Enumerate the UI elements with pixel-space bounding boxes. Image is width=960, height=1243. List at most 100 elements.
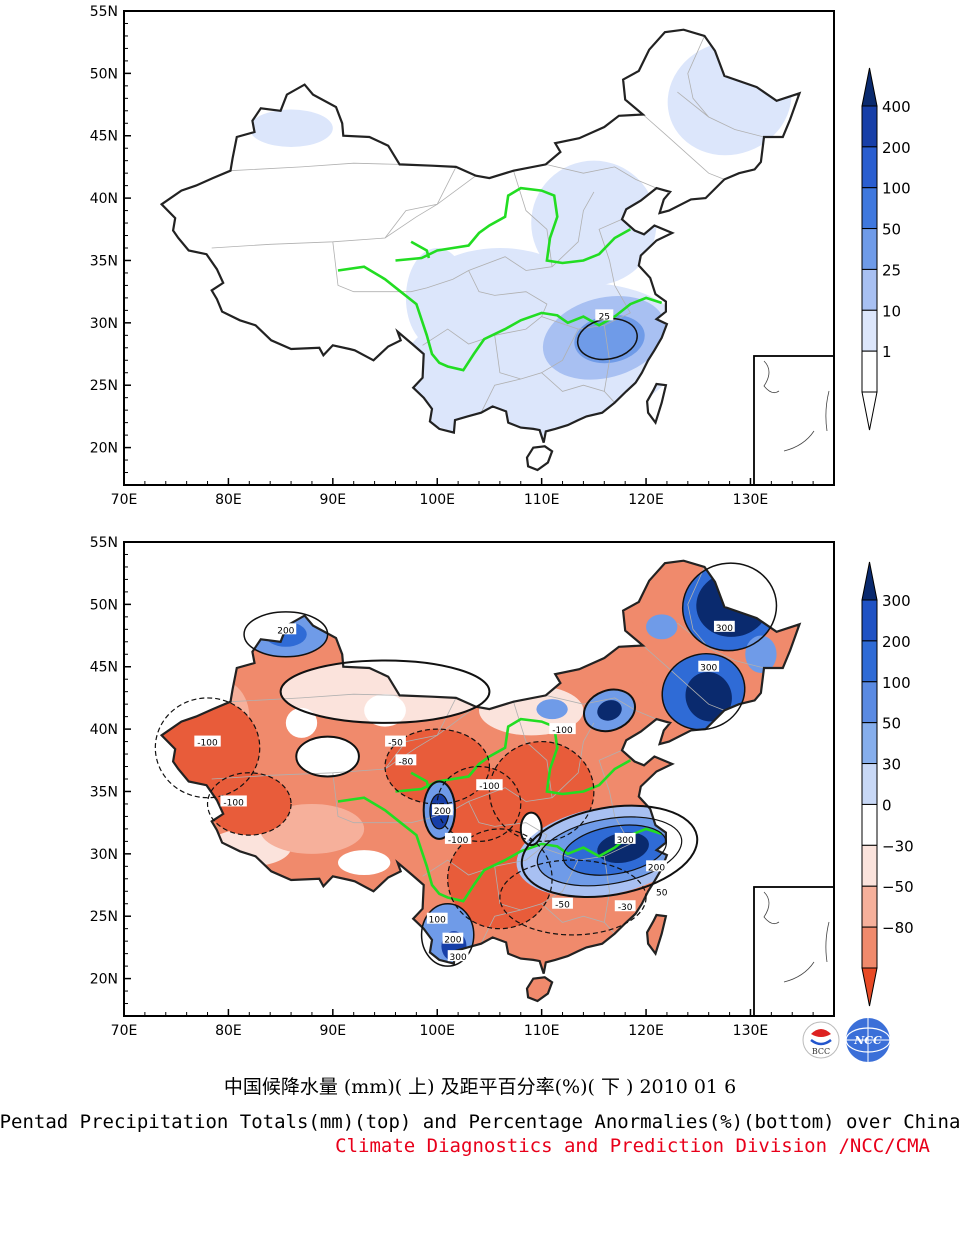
x-tick-label: 100E: [419, 492, 455, 508]
contour-line: [422, 780, 456, 840]
x-tick-label: 110E: [524, 1023, 560, 1039]
x-tick-label: 90E: [319, 1023, 346, 1039]
colorbar-label: 100: [882, 180, 911, 198]
colorbar-label: 1: [882, 343, 892, 361]
caption-organization: Climate Diagnostics and Prediction Divis…: [335, 1135, 930, 1157]
y-tick-label: 55N: [90, 535, 118, 551]
contour-label-bg: [595, 309, 614, 321]
contour-label: -50: [555, 901, 570, 911]
top-precipitation-map: 25 70E 80E 90E 100E 110E 120E 130E 55N 50N 45N 40N…: [90, 4, 911, 508]
colorbar-segment: [861, 722, 878, 765]
contour-label: 50: [656, 888, 668, 898]
contour-line: [384, 728, 491, 805]
y-tick-label: 35N: [90, 253, 118, 269]
contour-label-bg: [444, 832, 472, 844]
x-tick-label: 70E: [111, 492, 138, 508]
contour-label: -100: [223, 798, 244, 808]
province-line: [603, 325, 610, 392]
precip-area: [405, 248, 469, 348]
top-colorbar: 400 200 100 50 25 10 1: [861, 67, 911, 431]
bcc-logo: BCC: [802, 1021, 840, 1059]
logos: BCC NCC: [802, 1018, 891, 1062]
river-line: [410, 771, 431, 790]
colorbar-label: −30: [882, 837, 914, 855]
inset-coastline: [763, 360, 830, 452]
contour-line: [681, 562, 778, 652]
province-line: [230, 693, 400, 703]
contour-label-bg: [654, 885, 670, 897]
y-tick-label: 45N: [90, 660, 118, 676]
contour-label: -100: [448, 836, 469, 846]
contour-label-bg: [194, 735, 221, 747]
province-line: [687, 566, 765, 669]
colorbar-label: 50: [882, 221, 901, 239]
contour-label: 200: [434, 807, 451, 817]
colorbar-segment: [861, 885, 878, 928]
x-tick-label: 80E: [215, 492, 242, 508]
colorbar-label: 300: [882, 592, 911, 610]
caption-english: Pentad Precipitation Totals(mm)(top) and…: [0, 1111, 960, 1133]
contour-line: [520, 804, 699, 899]
x-tick-label: 80E: [215, 1023, 242, 1039]
contour-label: 200: [444, 936, 461, 946]
contour-label-bg: [385, 735, 406, 747]
contour-label: -100: [197, 739, 218, 749]
y-tick-label: 40N: [90, 722, 118, 738]
colorbar-segment: [861, 350, 878, 393]
province-line: [642, 645, 725, 711]
colorbar-segment: [861, 640, 878, 683]
province-line: [384, 166, 457, 239]
province-line: [422, 843, 631, 877]
contour-line: [279, 659, 491, 724]
precip-area: [207, 772, 292, 836]
colorbar-label: 400: [882, 98, 911, 116]
river-line: [395, 717, 632, 796]
contour-label-bg: [432, 804, 453, 816]
contour-label: 200: [648, 863, 665, 873]
contour-label: 100: [429, 916, 446, 926]
ncc-logo: NCC: [845, 1018, 891, 1062]
china-boundary: [159, 559, 802, 1003]
province-line: [642, 114, 725, 180]
colorbar-segment: [861, 268, 878, 311]
colorbar-label: 200: [882, 139, 911, 157]
precip-area: [296, 736, 359, 777]
x-tick-label: 100E: [419, 1023, 455, 1039]
precip-area: [536, 699, 568, 720]
province-line: [230, 162, 400, 172]
province-line: [603, 856, 610, 923]
colorbar-segment: [861, 844, 878, 887]
contour-label-bg: [614, 832, 636, 844]
x-tick-label: 130E: [733, 492, 769, 508]
contour-line: [206, 772, 292, 836]
contour-line: [420, 902, 475, 967]
contour-label-bg: [713, 620, 735, 632]
precip-area: [597, 700, 622, 721]
contour-label: 25: [599, 312, 610, 322]
y-tick-label: 30N: [90, 847, 118, 863]
contour-line: [499, 859, 647, 936]
x-tick-label: 130E: [733, 1023, 769, 1039]
province-line: [677, 91, 709, 118]
colorbar-label: 30: [882, 756, 901, 774]
colorbar-label: 0: [882, 796, 892, 814]
south-china-sea-inset: [753, 886, 834, 1016]
colorbar-label: −50: [882, 878, 914, 896]
y-tick-label: 35N: [90, 784, 118, 800]
contour-label-bg: [549, 723, 576, 735]
x-tick-label: 120E: [628, 1023, 664, 1039]
south-china-sea-inset: [753, 355, 834, 485]
bottom-anomaly-map: -100-100-100-100-100-80-50-5020020030030…: [90, 535, 914, 1039]
contour-line: [295, 735, 360, 778]
province-line: [687, 35, 765, 138]
contour-label-bg: [646, 860, 667, 872]
province-line: [468, 270, 548, 317]
province-line: [545, 695, 657, 720]
contour-label: 300: [716, 624, 733, 634]
colorbar-segment: [861, 228, 878, 270]
contour-label: -30: [618, 903, 633, 913]
x-tick-label: 110E: [524, 492, 560, 508]
colorbar-segment: [861, 926, 878, 969]
y-tick-label: 20N: [90, 972, 118, 988]
